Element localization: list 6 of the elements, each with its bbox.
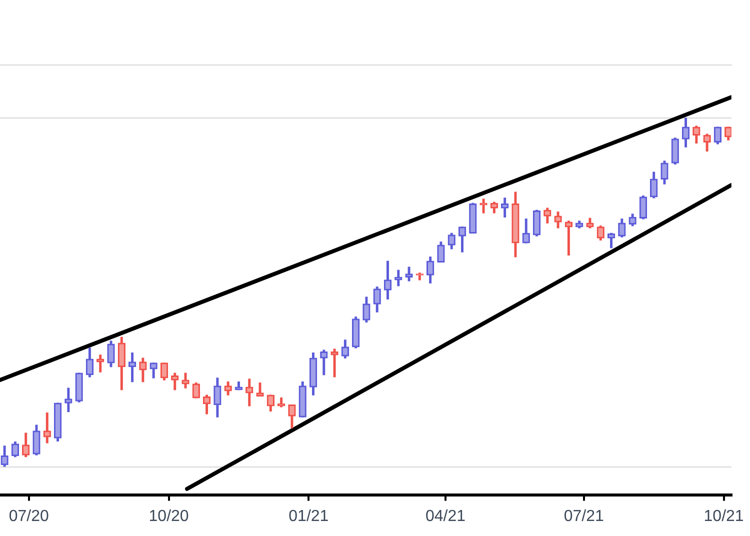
x-tick-label: 04/21 xyxy=(426,508,466,525)
x-tick-label: 01/21 xyxy=(288,508,329,525)
x-tick-label: 10/21 xyxy=(704,508,744,525)
x-tick-label: 07/20 xyxy=(8,508,50,525)
x-tick-label: 10/20 xyxy=(148,508,189,525)
x-tick-label: 07/21 xyxy=(564,508,604,525)
